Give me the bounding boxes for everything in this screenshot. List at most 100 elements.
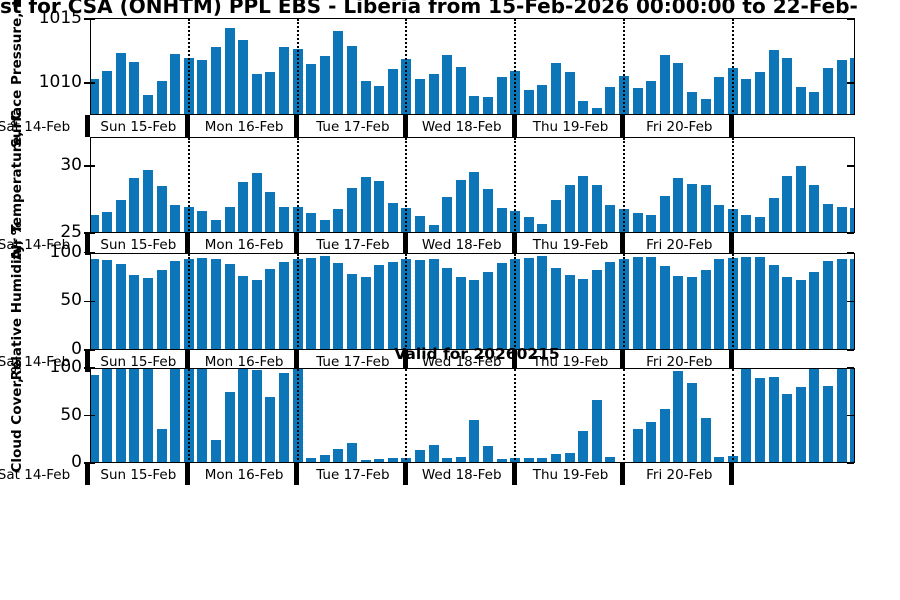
air-temperature-bar — [442, 197, 453, 232]
relative-humidity-bar — [102, 260, 113, 349]
air-temperature-bar — [210, 219, 221, 232]
cloud-cover-bar — [469, 420, 480, 462]
air-temperature-bar — [170, 205, 181, 232]
cloud-cover-bar — [319, 455, 330, 462]
y-tick-mark — [84, 82, 95, 84]
surface-pressure-bar — [414, 79, 425, 114]
y-tick-mark — [84, 251, 95, 254]
cloud-cover-bar — [306, 458, 317, 462]
surface-pressure-bar — [659, 55, 670, 114]
day-boundary-tick — [511, 350, 517, 372]
surface-pressure-bar — [795, 87, 806, 114]
day-boundary-tick — [511, 233, 517, 255]
air-temperature-bar — [700, 185, 711, 232]
y-tick-label: 0 — [71, 338, 82, 359]
surface-pressure-bar — [496, 76, 507, 114]
cloud-cover-plot — [90, 368, 855, 463]
relative-humidity-bar — [170, 261, 181, 349]
day-boundary-tick — [85, 463, 90, 485]
cloud-cover-bar — [224, 391, 235, 462]
y-tick-label: 100 — [49, 356, 82, 377]
y-tick-mark — [847, 82, 854, 84]
day-boundary-line — [731, 18, 734, 114]
relative-humidity-bar — [414, 260, 425, 349]
day-boundary-line — [187, 18, 190, 114]
relative-humidity-bar — [428, 259, 439, 349]
y-tick-mark — [84, 414, 95, 417]
cloud-cover-axis-label: Cloud Cover, % — [9, 359, 25, 472]
cloud-cover-bar — [102, 369, 113, 462]
day-boundary-tick — [729, 115, 735, 137]
relative-humidity-bar — [564, 275, 575, 349]
cloud-cover-bar — [360, 460, 371, 462]
day-label: Tue 17-Feb — [316, 466, 390, 483]
cloud-cover-bar — [129, 369, 140, 462]
day-boundary-tick — [402, 115, 408, 137]
air-temperature-bar — [455, 179, 466, 232]
air-temperature-bar — [578, 175, 589, 232]
day-label: Sun 15-Feb — [100, 118, 177, 135]
relative-humidity-bar — [360, 276, 371, 349]
surface-pressure-bar — [469, 96, 480, 114]
surface-pressure-bar — [238, 39, 249, 114]
cloud-cover-bar — [210, 440, 221, 462]
day-boundary-line — [187, 138, 190, 232]
surface-pressure-bar — [646, 80, 657, 114]
surface-pressure-bar — [741, 79, 752, 114]
surface-pressure-bar — [632, 88, 643, 114]
day-boundary-tick — [85, 115, 90, 137]
relative-humidity-bar — [632, 256, 643, 349]
cloud-cover-bar — [768, 377, 779, 462]
day-boundary-line — [405, 369, 408, 462]
day-label: Wed 18-Feb — [421, 466, 502, 483]
cloud-cover-bar — [578, 430, 589, 462]
air-temperature-bar — [224, 206, 235, 232]
relative-humidity-bar — [197, 257, 208, 349]
cloud-cover-bar — [156, 428, 167, 462]
y-tick-mark — [847, 18, 854, 20]
cloud-cover-bar — [115, 369, 126, 462]
cloud-cover-bar — [482, 445, 493, 462]
day-boundary-tick — [294, 233, 299, 255]
day-boundary-line — [514, 18, 517, 114]
air-temperature-bar — [836, 206, 847, 232]
relative-humidity-bar — [550, 268, 561, 349]
day-label: Fri 20-Feb — [646, 353, 713, 370]
day-label: Thu 19-Feb — [532, 466, 609, 483]
relative-humidity-bar — [578, 278, 589, 349]
relative-humidity-bar — [523, 257, 534, 349]
air-temperature-bar — [768, 198, 779, 232]
air-temperature-bar — [537, 223, 548, 232]
cloud-cover-bar — [632, 428, 643, 462]
surface-pressure-bar — [809, 92, 820, 114]
relative-humidity-bar — [482, 272, 493, 349]
surface-pressure-bar — [850, 57, 854, 114]
y-tick-mark — [847, 462, 854, 464]
cloud-cover-bar — [387, 458, 398, 462]
air-temperature-bar — [591, 185, 602, 232]
day-boundary-tick — [402, 463, 408, 485]
surface-pressure-bar — [387, 69, 398, 114]
air-temperature-bar — [251, 173, 262, 232]
air-temperature-bar — [238, 182, 249, 232]
surface-pressure-bar — [319, 56, 330, 114]
surface-pressure-bar — [91, 79, 99, 114]
cloud-cover-bar — [673, 370, 684, 462]
day-boundary-line — [405, 138, 408, 232]
relative-humidity-bar — [469, 279, 480, 349]
cloud-cover-bar — [428, 444, 439, 462]
day-boundary-line — [731, 138, 734, 232]
air-temperature-bar — [564, 185, 575, 232]
relative-humidity-bar — [333, 263, 344, 349]
relative-humidity-bar — [537, 255, 548, 349]
air-temperature-bar — [387, 202, 398, 232]
y-tick-mark — [847, 251, 854, 254]
relative-humidity-bar — [822, 261, 833, 349]
relative-humidity-bar — [265, 269, 276, 349]
air-temperature-bar — [809, 185, 820, 232]
day-boundary-tick — [729, 233, 735, 255]
air-temperature-bar — [550, 199, 561, 232]
relative-humidity-bar — [91, 259, 99, 349]
relative-humidity-plot — [90, 252, 855, 350]
day-boundary-line — [296, 138, 299, 232]
